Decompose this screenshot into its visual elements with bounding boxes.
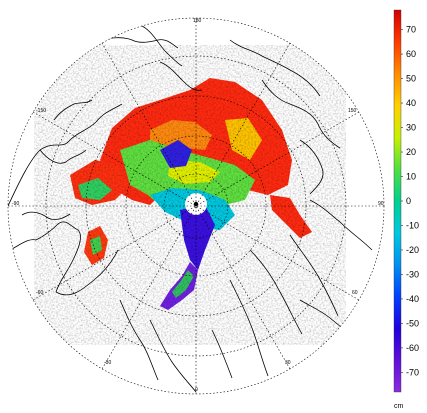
lon-label-180: 180 <box>193 18 202 24</box>
lon-label-60: 60 <box>352 290 358 296</box>
colorbar-tick-label: -30 <box>406 269 419 279</box>
colorbar-tick-label: 60 <box>406 49 416 59</box>
lon-label-m90: -90 <box>12 201 19 207</box>
colorbar-tick-label: 70 <box>406 25 416 35</box>
colorbar-tick-label: -50 <box>406 318 419 328</box>
colorbar-tick-label: -20 <box>406 245 419 255</box>
lon-label-m150: -150 <box>36 108 46 114</box>
lon-label-0: 0 <box>195 387 198 393</box>
polar-stereographic-map: 180 -150 150 -90 90 -60 60 -30 0 30 <box>7 17 385 395</box>
colorbar-tick-label: 30 <box>406 123 416 133</box>
colorbar-tick-label: -60 <box>406 343 419 353</box>
colorbar-tick-label: -10 <box>406 220 419 230</box>
colorbar-tick-label: 0 <box>406 196 411 206</box>
lon-label-m30: -30 <box>104 360 111 366</box>
lon-label-m60: -60 <box>36 290 43 296</box>
lon-label-150: 150 <box>348 108 357 114</box>
colorbar-scale <box>393 9 402 393</box>
lon-label-90: 90 <box>378 201 384 207</box>
colorbar-tick-label: 20 <box>406 147 416 157</box>
graticule <box>7 17 385 395</box>
colorbar-unit: cm <box>394 403 404 410</box>
colorbar-tick-label: 50 <box>406 74 416 84</box>
lon-label-30: 30 <box>285 360 291 366</box>
colorbar-tick-label: -40 <box>406 294 419 304</box>
colorbar-tick-label: 10 <box>406 172 416 182</box>
colorbar-tick-label: 40 <box>406 98 416 108</box>
colorbar-tick-label: -70 <box>406 367 419 377</box>
colorbar: 70 60 50 40 30 20 10 0 -10 -20 -30 -40 -50 -60 -70 cm <box>393 9 419 410</box>
coastlines <box>8 24 373 393</box>
